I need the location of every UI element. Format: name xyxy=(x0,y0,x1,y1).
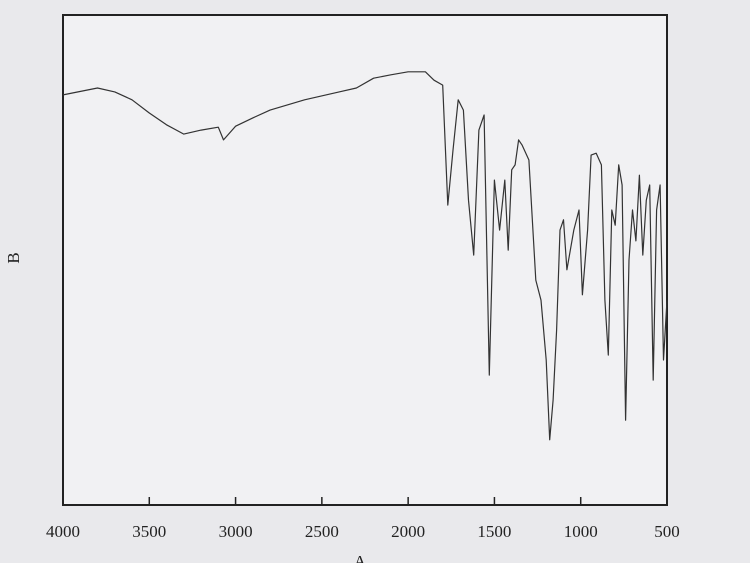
x-tick-label: 2000 xyxy=(391,522,425,541)
x-tick-label: 3000 xyxy=(219,522,253,541)
x-tick-label: 3500 xyxy=(132,522,166,541)
x-tick-label: 4000 xyxy=(46,522,80,541)
spectrum-line xyxy=(62,71,668,441)
x-tick-label: 1000 xyxy=(564,522,598,541)
y-axis-label: B xyxy=(4,252,23,263)
x-axis-label: A xyxy=(354,552,367,563)
x-tick-label: 1500 xyxy=(477,522,511,541)
x-tick-label: 500 xyxy=(654,522,680,541)
plot-frame xyxy=(62,14,668,506)
x-tick-label: 2500 xyxy=(305,522,339,541)
